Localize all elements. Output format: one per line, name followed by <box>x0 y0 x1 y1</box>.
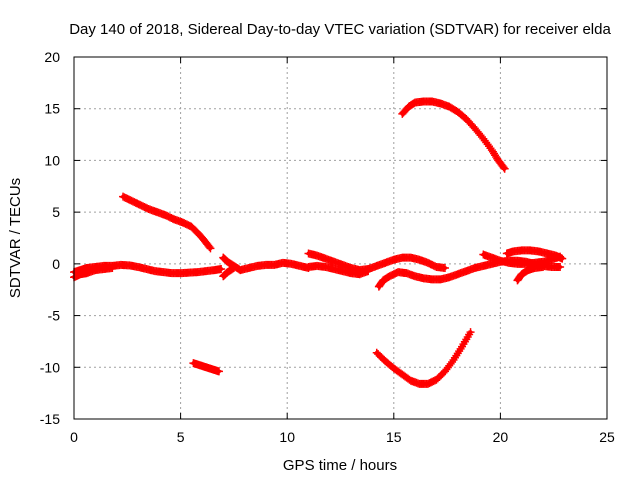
data-point <box>214 367 223 376</box>
x-tick-label: 20 <box>493 429 509 445</box>
data-point <box>556 262 565 271</box>
plot-frame <box>73 56 608 420</box>
data-point <box>108 263 117 272</box>
data-point <box>558 254 567 263</box>
series-lower-arc <box>372 328 475 388</box>
x-tick-label: 25 <box>599 429 615 445</box>
axes <box>73 56 608 420</box>
x-axis-label: GPS time / hours <box>283 457 397 474</box>
y-tick-label: 10 <box>44 152 60 168</box>
y-tick-label: -10 <box>40 359 60 375</box>
series-short-negative-segment <box>189 359 223 376</box>
data-point <box>229 263 238 272</box>
data-point <box>500 164 509 173</box>
y-tick-label: 5 <box>52 204 60 220</box>
data-point <box>440 263 449 272</box>
series-track-near-zero-3b <box>304 261 373 279</box>
data-point <box>539 262 548 271</box>
data-point <box>466 328 475 337</box>
data-point <box>217 265 226 274</box>
series-track-near-zero-6 <box>502 246 567 263</box>
series-descending-arc <box>119 192 215 253</box>
y-tick-label: 15 <box>44 101 60 117</box>
x-tick-label: 15 <box>386 429 402 445</box>
series-track-near-zero-2b <box>219 263 238 281</box>
series-upper-arc <box>398 97 509 173</box>
y-tick-label: -15 <box>40 411 60 427</box>
y-tick-label: -5 <box>48 308 61 324</box>
x-tick-label: 0 <box>70 429 78 445</box>
x-tick-label: 10 <box>279 429 295 445</box>
y-tick-label: 0 <box>52 256 60 272</box>
data-layer <box>70 97 567 388</box>
data-point <box>364 267 373 276</box>
series-track-near-zero-3 <box>304 249 449 275</box>
series-track-near-zero-7 <box>513 262 548 285</box>
ticks: 0 5 10 15 20 25 -15 -10 -5 0 5 10 15 20 <box>40 49 615 445</box>
y-axis-label: SDTVAR / TECUs <box>7 178 24 298</box>
y-tick-label: 20 <box>44 49 60 65</box>
data-point <box>499 163 508 172</box>
series-track-near-zero-1b <box>70 263 117 282</box>
data-point <box>448 357 457 366</box>
data-point <box>206 244 215 253</box>
chart-title: Day 140 of 2018, Sidereal Day-to-day VTE… <box>69 21 611 38</box>
x-tick-label: 5 <box>177 429 185 445</box>
data-point <box>205 242 214 251</box>
